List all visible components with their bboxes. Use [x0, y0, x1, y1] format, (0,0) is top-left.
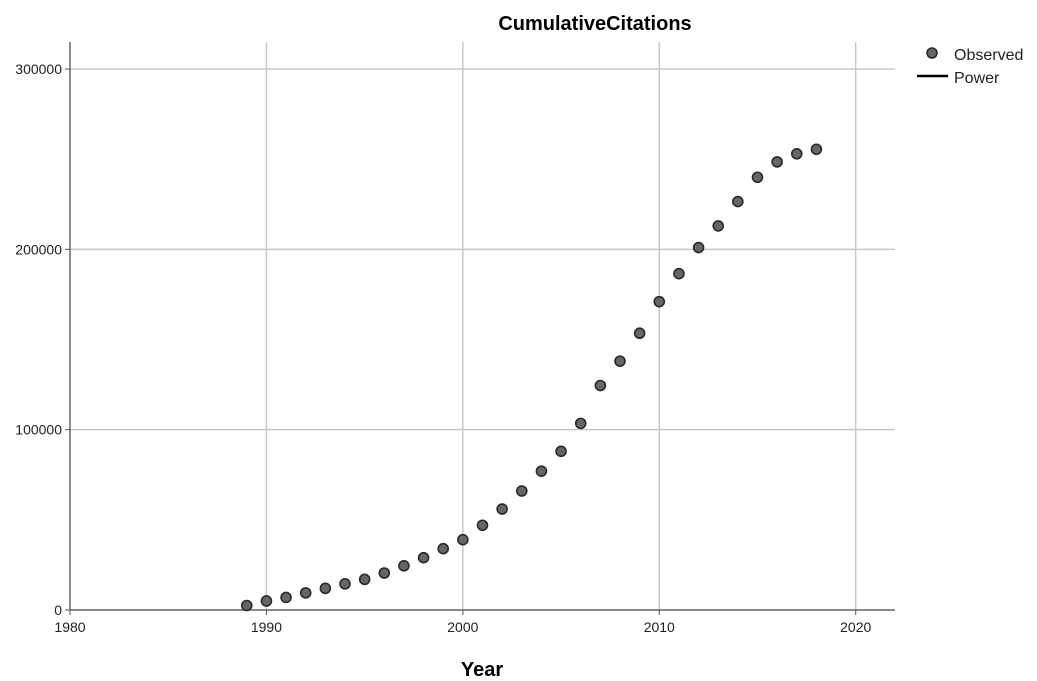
x-axis-ticks: 1980 1990 2000 2010 2020 [54, 610, 871, 635]
data-point [810, 143, 823, 156]
data-point [673, 267, 685, 280]
data-point [633, 327, 646, 340]
data-point [790, 147, 803, 160]
y-tick-label: 100000 [15, 422, 62, 438]
data-point [692, 241, 705, 254]
data-point [653, 295, 666, 308]
data-point [555, 445, 567, 458]
axes [69, 42, 895, 611]
legend-observed-marker [926, 47, 938, 59]
x-axis-label: Year [461, 659, 503, 681]
y-tick-label: 0 [54, 602, 62, 618]
data-point [319, 582, 332, 595]
data-point [378, 567, 391, 579]
data-point [712, 220, 725, 232]
data-point [515, 485, 528, 497]
data-point [280, 591, 292, 604]
observed-points [240, 143, 823, 612]
data-point [260, 595, 273, 607]
data-point [358, 573, 371, 586]
data-point [398, 560, 410, 572]
y-tick-label: 300000 [15, 61, 62, 77]
data-point [771, 156, 783, 168]
data-point [417, 551, 430, 564]
y-tick-label: 200000 [15, 241, 62, 257]
legend: Observed Power [917, 47, 1023, 87]
data-point [751, 171, 764, 184]
data-point [437, 542, 450, 555]
data-point [240, 599, 253, 612]
data-point [299, 587, 312, 599]
data-point [339, 578, 351, 590]
x-tick-label: 1980 [54, 619, 85, 635]
data-point [535, 465, 548, 477]
data-point [614, 355, 626, 367]
chart-title: CumulativeCitations [498, 13, 691, 35]
data-point [457, 533, 469, 546]
legend-power-label: Power [954, 70, 1000, 87]
y-axis-ticks: 0 100000 200000 300000 [15, 61, 70, 618]
x-tick-label: 2010 [644, 619, 675, 635]
data-point [732, 195, 744, 208]
data-point [496, 503, 508, 515]
data-point [574, 417, 587, 430]
x-tick-label: 2020 [840, 619, 871, 635]
gridlines [70, 42, 895, 610]
x-tick-label: 2000 [447, 619, 478, 635]
data-point [476, 519, 489, 532]
legend-observed-label: Observed [954, 47, 1023, 64]
data-point [594, 379, 607, 392]
x-tick-label: 1990 [251, 619, 282, 635]
